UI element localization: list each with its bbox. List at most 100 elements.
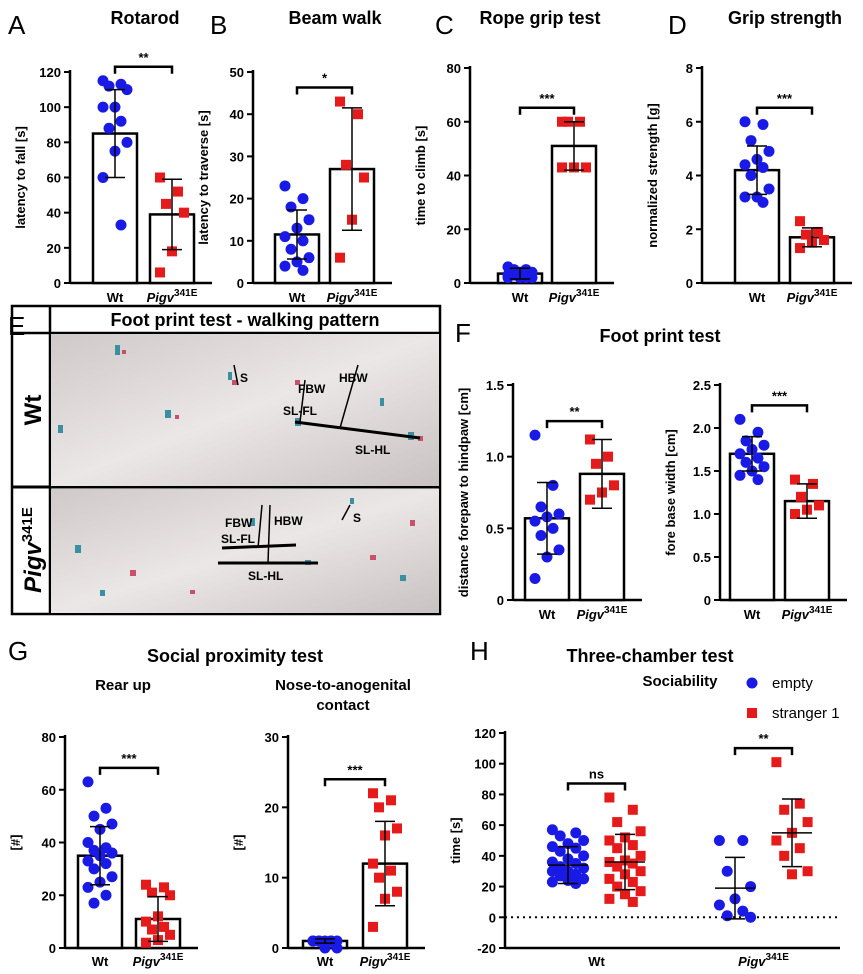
data-point xyxy=(779,850,790,861)
x-tick-label: Pigv341E xyxy=(787,288,838,305)
category: Wt xyxy=(588,954,605,969)
gait-lines xyxy=(218,364,421,565)
data-point xyxy=(604,893,615,904)
data-point xyxy=(386,865,396,876)
data-point xyxy=(173,186,183,197)
x-tick-label: Pigv341E xyxy=(782,605,833,622)
category: Wt xyxy=(107,290,124,305)
category-superscript: 341E xyxy=(766,952,790,963)
category-superscript: 341E xyxy=(809,605,833,616)
data-point xyxy=(167,246,177,257)
y-tick-label: 20 xyxy=(447,222,461,237)
data-point xyxy=(82,855,94,867)
data-point xyxy=(627,840,638,851)
data-point xyxy=(745,135,757,147)
data-point xyxy=(285,201,297,213)
data-point xyxy=(609,480,619,491)
panel-letter: E xyxy=(8,311,25,341)
x-tick-label: Wt xyxy=(107,290,124,305)
x-tick-label: Wt xyxy=(588,954,605,969)
data-point xyxy=(97,172,109,183)
data-point xyxy=(374,802,384,813)
y-axis-label: time to climb [s] xyxy=(413,126,428,226)
category: Pigv xyxy=(147,290,175,305)
data-point xyxy=(627,896,638,907)
data-point xyxy=(103,80,115,92)
panel-letter: B xyxy=(210,10,227,40)
category: Pigv xyxy=(327,290,355,305)
significance-bracket xyxy=(545,419,604,429)
data-point xyxy=(771,757,782,768)
x-tick-label: Wt xyxy=(749,290,766,305)
data-point xyxy=(303,252,315,264)
data-point xyxy=(796,491,806,502)
category: Pigv xyxy=(787,290,815,305)
category: Pigv xyxy=(738,954,766,969)
legend-label: stranger 1 xyxy=(772,705,840,722)
data-point xyxy=(141,916,151,927)
data-point xyxy=(794,798,805,809)
significance-label: ns xyxy=(589,767,604,782)
annotation: HBW xyxy=(339,371,368,385)
data-point xyxy=(745,911,757,923)
data-point xyxy=(635,850,646,861)
data-point xyxy=(790,509,800,519)
data-point xyxy=(802,866,813,877)
y-tick-label: 1.0 xyxy=(486,450,504,465)
y-tick-label: 100 xyxy=(474,757,496,772)
legend-marker xyxy=(747,708,757,718)
category-superscript: 341E xyxy=(576,288,600,299)
significance-bracket xyxy=(755,106,814,115)
significance-label: *** xyxy=(539,91,555,106)
category-superscript: 341E xyxy=(387,952,411,963)
significance-label: * xyxy=(322,71,328,86)
category-superscript: 341E xyxy=(174,288,198,299)
data-point xyxy=(757,196,769,208)
y-axis-label: time [s] xyxy=(448,817,463,863)
y-tick-label: 0 xyxy=(454,276,461,291)
x-tick-label: Pigv341E xyxy=(327,288,378,305)
annotation: SL-FL xyxy=(221,532,255,546)
x-tick-label: Pigv341E xyxy=(147,288,198,305)
data-point xyxy=(557,116,567,127)
y-tick-label: 0 xyxy=(54,276,61,291)
data-point xyxy=(721,865,733,877)
data-point xyxy=(802,817,813,828)
y-tick-label: 0 xyxy=(497,593,504,608)
category: Pigv xyxy=(133,954,161,969)
panel-letter: F xyxy=(455,318,471,348)
y-tick-label: 1.5 xyxy=(486,378,504,393)
data-point xyxy=(547,522,559,534)
data-point xyxy=(553,544,565,556)
data-point xyxy=(147,887,157,898)
data-point xyxy=(737,905,749,917)
data-point xyxy=(368,921,378,932)
data-point xyxy=(303,214,315,226)
chart-title: Beam walk xyxy=(288,8,382,28)
panel-letter: H xyxy=(470,636,489,666)
category-superscript: 341E xyxy=(604,605,628,616)
data-point xyxy=(627,858,638,869)
y-axis-label: fore base width [cm] xyxy=(663,429,678,555)
data-point xyxy=(547,479,559,491)
significance-bracket xyxy=(750,404,809,413)
significance-label: ** xyxy=(138,50,149,65)
data-point xyxy=(155,172,165,183)
data-point xyxy=(627,804,638,815)
data-point xyxy=(585,494,595,505)
data-point xyxy=(771,835,782,846)
y-tick-label: 40 xyxy=(447,169,461,184)
data-point xyxy=(745,881,757,893)
significance-label: *** xyxy=(347,762,363,777)
data-point xyxy=(578,835,590,846)
data-point xyxy=(635,866,646,877)
y-tick-label: 10 xyxy=(230,234,244,249)
data-point xyxy=(779,804,790,815)
data-point xyxy=(591,458,601,469)
data-point xyxy=(82,776,94,788)
data-point xyxy=(106,847,118,859)
y-tick-label: 2.0 xyxy=(693,421,711,436)
y-tick-label: 0 xyxy=(49,941,56,956)
panel-letters: A B C D E F G H xyxy=(8,10,687,666)
